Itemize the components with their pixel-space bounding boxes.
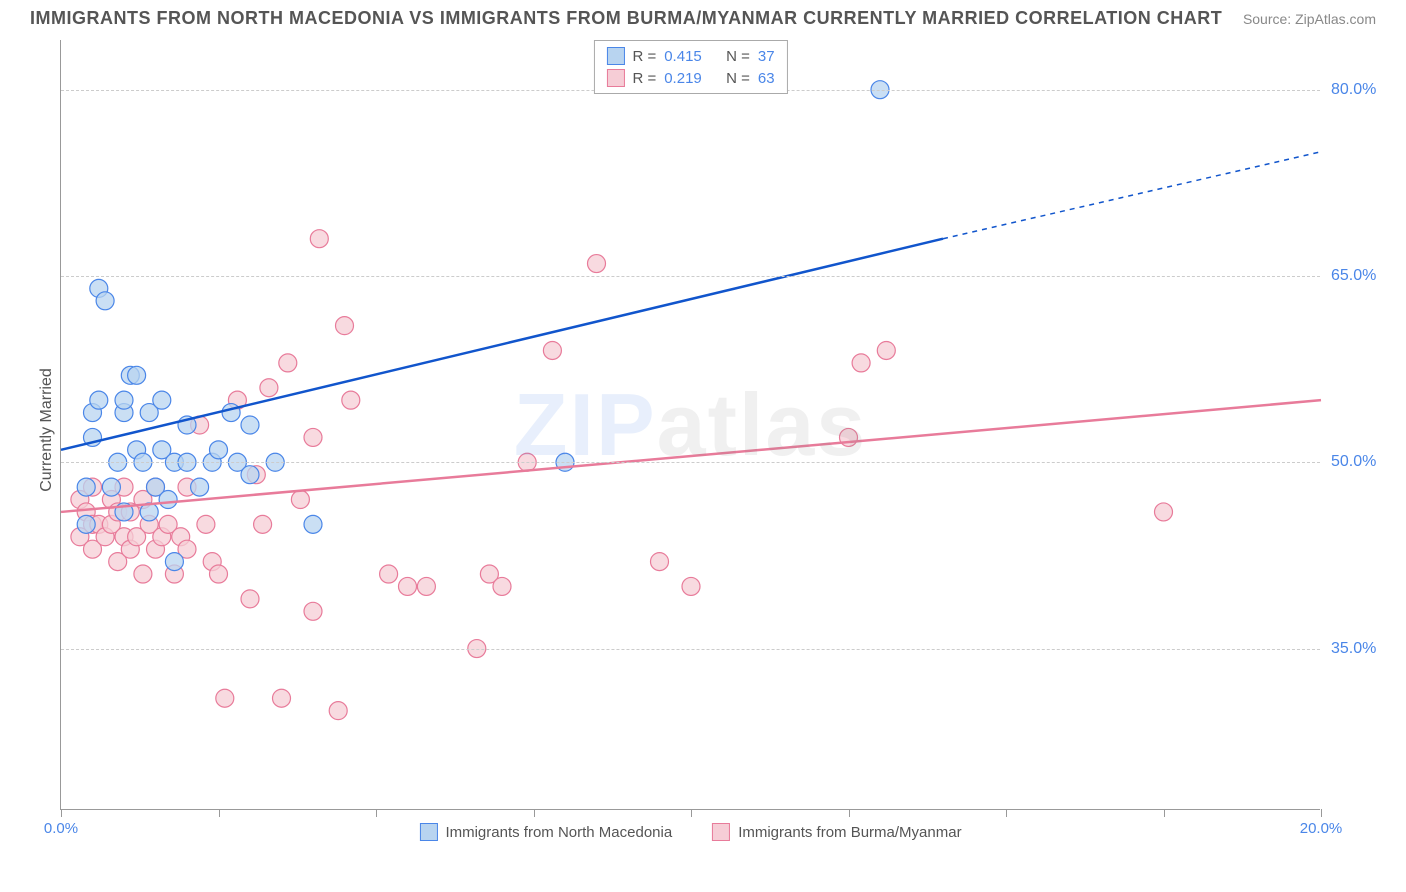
data-point — [493, 577, 511, 595]
data-point — [342, 391, 360, 409]
legend-stats-row: R = 0.219 N = 63 — [606, 67, 774, 89]
trend-line — [61, 239, 943, 450]
y-tick-label: 50.0% — [1331, 453, 1376, 471]
data-point — [291, 491, 309, 509]
n-label: N = — [726, 70, 750, 87]
gridline — [61, 649, 1320, 650]
r-label: R = — [632, 48, 656, 65]
data-point — [102, 478, 120, 496]
x-tick — [1164, 809, 1165, 817]
data-point — [651, 553, 669, 571]
data-point — [399, 577, 417, 595]
header: IMMIGRANTS FROM NORTH MACEDONIA VS IMMIG… — [0, 0, 1406, 33]
data-point — [273, 689, 291, 707]
data-point — [115, 391, 133, 409]
data-point — [77, 478, 95, 496]
legend-item-label: Immigrants from North Macedonia — [445, 824, 672, 841]
data-point — [210, 565, 228, 583]
legend-stats-row: R = 0.415 N = 37 — [606, 45, 774, 67]
n-label: N = — [726, 48, 750, 65]
data-point — [260, 379, 278, 397]
legend-item-label: Immigrants from Burma/Myanmar — [738, 824, 961, 841]
data-point — [254, 515, 272, 533]
y-axis-label: Currently Married — [38, 368, 56, 492]
chart-area: ZIPatlas R = 0.415 N = 37 R = 0.219 N = … — [60, 40, 1320, 810]
x-tick-label: 20.0% — [1300, 820, 1343, 837]
y-tick-label: 65.0% — [1331, 267, 1376, 285]
data-point — [877, 341, 895, 359]
scatter-plot — [61, 40, 1320, 809]
data-point — [128, 366, 146, 384]
data-point — [304, 602, 322, 620]
data-point — [153, 391, 171, 409]
legend-swatch-pink — [606, 69, 624, 87]
y-tick-label: 80.0% — [1331, 81, 1376, 99]
data-point — [191, 478, 209, 496]
x-tick — [1006, 809, 1007, 817]
data-point — [682, 577, 700, 595]
data-point — [588, 255, 606, 273]
data-point — [216, 689, 234, 707]
chart-title: IMMIGRANTS FROM NORTH MACEDONIA VS IMMIG… — [30, 8, 1222, 29]
source-label: Source: ZipAtlas.com — [1243, 11, 1376, 27]
legend-stats: R = 0.415 N = 37 R = 0.219 N = 63 — [593, 40, 787, 94]
x-tick — [849, 809, 850, 817]
x-tick — [61, 809, 62, 817]
y-tick-label: 35.0% — [1331, 640, 1376, 658]
data-point — [222, 404, 240, 422]
legend-swatch-pink — [712, 823, 730, 841]
data-point — [134, 565, 152, 583]
gridline — [61, 462, 1320, 463]
data-point — [380, 565, 398, 583]
legend-item: Immigrants from North Macedonia — [419, 823, 672, 841]
data-point — [852, 354, 870, 372]
data-point — [210, 441, 228, 459]
data-point — [241, 590, 259, 608]
trend-line-extrapolated — [943, 152, 1321, 239]
r-value: 0.415 — [664, 48, 702, 65]
data-point — [336, 317, 354, 335]
x-tick — [219, 809, 220, 817]
data-point — [241, 416, 259, 434]
legend-series: Immigrants from North Macedonia Immigran… — [419, 823, 961, 841]
x-tick-label: 0.0% — [44, 820, 78, 837]
r-label: R = — [632, 70, 656, 87]
data-point — [543, 341, 561, 359]
x-tick — [376, 809, 377, 817]
legend-swatch-blue — [419, 823, 437, 841]
data-point — [329, 702, 347, 720]
data-point — [304, 515, 322, 533]
legend-item: Immigrants from Burma/Myanmar — [712, 823, 961, 841]
data-point — [417, 577, 435, 595]
data-point — [77, 515, 95, 533]
data-point — [310, 230, 328, 248]
data-point — [241, 466, 259, 484]
x-tick — [691, 809, 692, 817]
n-value: 37 — [758, 48, 775, 65]
x-tick — [534, 809, 535, 817]
data-point — [304, 428, 322, 446]
data-point — [279, 354, 297, 372]
x-tick — [1321, 809, 1322, 817]
r-value: 0.219 — [664, 70, 702, 87]
data-point — [90, 391, 108, 409]
legend-swatch-blue — [606, 47, 624, 65]
n-value: 63 — [758, 70, 775, 87]
data-point — [96, 292, 114, 310]
data-point — [1155, 503, 1173, 521]
data-point — [159, 491, 177, 509]
data-point — [165, 553, 183, 571]
gridline — [61, 276, 1320, 277]
data-point — [197, 515, 215, 533]
